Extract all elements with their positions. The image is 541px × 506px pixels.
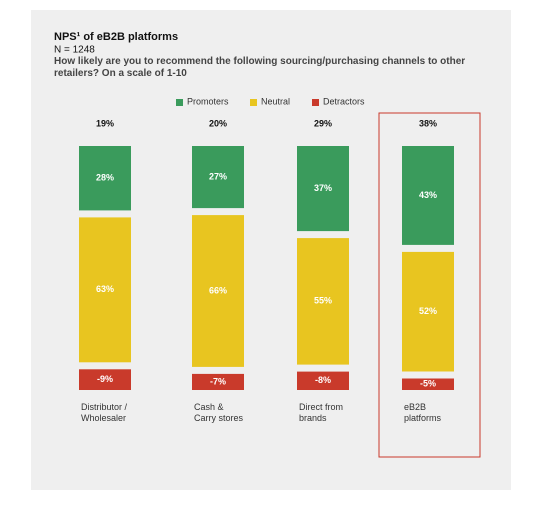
- value-label: -9%: [97, 374, 113, 384]
- value-label: 27%: [209, 171, 227, 181]
- subtitle: N = 1248: [54, 45, 95, 56]
- highlight-box: [378, 112, 481, 458]
- value-label: 66%: [209, 285, 227, 295]
- x-tick-label: eB2B platforms: [404, 402, 442, 423]
- value-label: -5%: [420, 379, 436, 389]
- x-tick-label: Direct from brands: [299, 402, 344, 423]
- chart-title: NPS¹ of eB2B platforms: [54, 31, 178, 43]
- value-label: 43%: [419, 190, 437, 200]
- bar-segment: [402, 146, 454, 245]
- value-label: -7%: [210, 376, 226, 386]
- value-label: 37%: [314, 183, 332, 193]
- legend-swatch: [250, 99, 257, 106]
- nps-label: 20%: [209, 118, 227, 128]
- value-label: -8%: [315, 375, 331, 385]
- bar-segment: [402, 251, 454, 372]
- bar-segment: [79, 369, 131, 390]
- x-tick-label: Distributor / Wholesaler: [81, 402, 128, 423]
- value-label: 28%: [96, 173, 114, 183]
- bar-segment: [192, 215, 244, 367]
- bar-segment: [192, 373, 244, 390]
- bar-segment: [297, 146, 349, 232]
- bar-segment: [79, 146, 131, 211]
- bar-segment: [79, 217, 131, 363]
- legend-label: Detractors: [323, 96, 365, 106]
- bar-segment: [192, 146, 244, 209]
- question: How likely are you to recommend the foll…: [54, 56, 466, 79]
- bar-segment: [402, 378, 454, 390]
- nps-label: 19%: [96, 118, 114, 128]
- legend-swatch: [176, 99, 183, 106]
- legend-label: Promoters: [187, 96, 229, 106]
- bar-segment: [297, 371, 349, 390]
- legend-swatch: [312, 99, 319, 106]
- nps-label: 38%: [419, 118, 437, 128]
- legend-label: Neutral: [261, 96, 290, 106]
- x-tick-label: Cash & Carry stores: [194, 402, 244, 423]
- bar-segment: [297, 238, 349, 365]
- value-label: 63%: [96, 284, 114, 294]
- value-label: 55%: [314, 296, 332, 306]
- value-label: 52%: [419, 306, 437, 316]
- nps-label: 29%: [314, 118, 332, 128]
